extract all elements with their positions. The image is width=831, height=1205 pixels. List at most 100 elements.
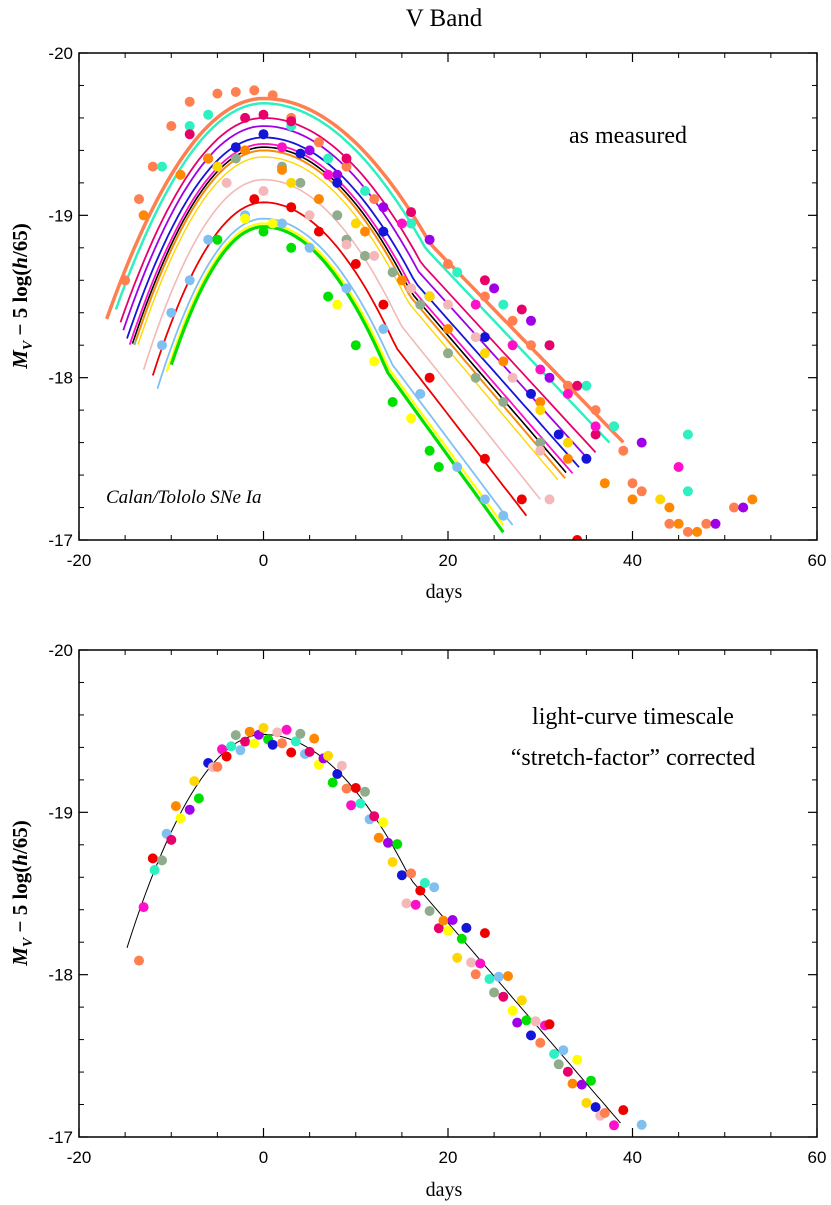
- fit-curve: [128, 142, 574, 474]
- data-point: [323, 153, 334, 164]
- fit-curve: [165, 222, 505, 526]
- data-point: [507, 372, 518, 383]
- data-point: [166, 121, 177, 131]
- fit-curve: [156, 217, 514, 526]
- data-point: [235, 745, 246, 756]
- data-point: [401, 898, 412, 909]
- data-point: [562, 453, 573, 464]
- data-point: [383, 837, 393, 848]
- data-point: [221, 177, 232, 188]
- data-point: [267, 218, 278, 229]
- data-point: [212, 88, 223, 99]
- data-point: [479, 332, 490, 343]
- fit-curve: [135, 149, 566, 479]
- data-point: [484, 974, 495, 984]
- bottom-ytick-label: -17: [48, 1128, 73, 1147]
- data-point: [230, 142, 241, 153]
- data-point: [424, 445, 435, 456]
- data-point: [277, 164, 287, 175]
- top-y-label-h: h: [8, 257, 32, 269]
- data-point: [576, 1079, 587, 1090]
- data-point: [341, 783, 352, 794]
- data-point: [590, 405, 601, 416]
- top-ytick-label: -19: [48, 206, 73, 225]
- data-point: [710, 518, 721, 529]
- data-point: [189, 776, 200, 787]
- top-y-axis-label: MV − 5 log(h/65): [8, 223, 36, 370]
- data-point: [396, 275, 407, 286]
- data-point: [184, 96, 195, 107]
- data-point: [549, 1049, 560, 1059]
- data-point: [498, 397, 509, 407]
- fit-curve: [114, 102, 611, 444]
- data-point: [470, 299, 481, 310]
- bottom-xtick-label: 20: [439, 1148, 458, 1167]
- data-point: [521, 1015, 532, 1026]
- data-point: [378, 202, 389, 213]
- data-point: [313, 226, 324, 237]
- top-y-label-end: /65): [8, 223, 32, 258]
- top-panel: -20 0 20 40 60 -20 -19 -18 -17 as measured Calan…: [8, 44, 826, 603]
- data-point: [443, 348, 453, 359]
- data-point: [572, 535, 583, 540]
- data-point: [193, 793, 204, 804]
- top-fit-curves: [105, 96, 625, 534]
- data-point: [599, 478, 610, 489]
- data-point: [443, 925, 453, 936]
- data-point: [424, 906, 435, 916]
- data-point: [378, 299, 389, 310]
- data-point: [277, 738, 287, 749]
- data-point: [378, 226, 389, 237]
- top-y-label-main: M: [8, 349, 32, 370]
- bottom-annotation-line1: light-curve timescale: [532, 704, 734, 730]
- data-point: [350, 259, 361, 269]
- data-point: [281, 724, 292, 735]
- data-point: [295, 728, 306, 739]
- data-point: [673, 518, 684, 529]
- data-point: [217, 744, 227, 755]
- bottom-xtick-label: 60: [808, 1148, 827, 1167]
- data-point: [507, 315, 518, 326]
- data-point: [590, 429, 601, 440]
- data-point: [609, 421, 619, 432]
- bottom-y-label-h: h: [8, 854, 32, 866]
- data-point: [147, 161, 158, 172]
- data-point: [369, 356, 380, 367]
- data-point: [512, 1017, 523, 1028]
- data-point: [166, 834, 177, 845]
- data-point: [350, 340, 361, 351]
- data-point: [226, 741, 237, 752]
- data-point: [369, 811, 380, 822]
- data-point: [230, 87, 241, 97]
- data-point: [258, 186, 269, 196]
- data-point: [572, 380, 583, 391]
- data-point: [682, 526, 693, 537]
- data-point: [184, 275, 195, 286]
- data-point: [267, 90, 278, 101]
- data-point: [433, 923, 444, 934]
- data-point: [373, 832, 384, 843]
- data-point: [249, 85, 260, 96]
- bottom-y-label-rest: − 5 log(: [8, 866, 32, 938]
- data-point: [553, 1059, 564, 1070]
- data-point: [627, 494, 638, 505]
- data-point: [175, 813, 186, 824]
- data-point: [240, 112, 251, 123]
- data-point: [170, 801, 181, 812]
- data-point: [212, 761, 223, 772]
- data-point: [673, 462, 684, 472]
- data-point: [286, 116, 297, 127]
- data-point: [581, 380, 592, 391]
- data-point: [429, 882, 440, 893]
- data-point: [590, 421, 601, 432]
- data-point: [572, 1054, 583, 1065]
- top-xtick-label: 0: [259, 551, 268, 570]
- data-point: [313, 137, 324, 148]
- top-xtick-label: 20: [439, 551, 458, 570]
- data-point: [526, 315, 536, 326]
- data-point: [479, 494, 490, 505]
- bottom-xtick-label: 0: [259, 1148, 268, 1167]
- fit-curve: [142, 178, 541, 500]
- bottom-x-axis-label: days: [426, 1179, 463, 1201]
- data-point: [212, 161, 223, 172]
